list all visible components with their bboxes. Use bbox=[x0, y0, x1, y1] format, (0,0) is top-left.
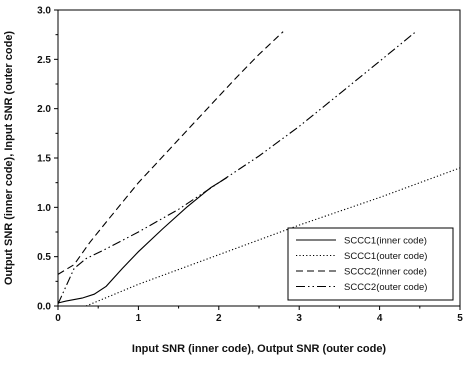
x-tick-label: 3 bbox=[296, 313, 302, 324]
series-line-3 bbox=[57, 31, 284, 275]
x-tick-label: 5 bbox=[457, 313, 463, 324]
y-tick-label: 0.0 bbox=[37, 302, 51, 313]
x-tick-label: 2 bbox=[216, 313, 222, 324]
y-tick-label: 3.0 bbox=[37, 6, 51, 17]
y-tick-label: 1.0 bbox=[37, 203, 51, 214]
y-axis-ticks: 0.0 0.5 1.0 1.5 2.0 2.5 3.0 bbox=[37, 6, 58, 313]
legend-label: SCCC1(outer code) bbox=[344, 251, 427, 262]
legend: SCCC1(inner code) SCCC1(outer code) SCCC2(… bbox=[287, 227, 454, 301]
x-tick-label: 4 bbox=[377, 313, 383, 324]
x-axis-title: Input SNR (inner code), Output SNR (oute… bbox=[132, 343, 387, 355]
y-tick-label: 1.5 bbox=[37, 154, 51, 165]
series-lines bbox=[57, 31, 461, 307]
legend-label: SCCC2(outer code) bbox=[344, 282, 427, 293]
y-tick-label: 0.5 bbox=[37, 252, 51, 263]
x-tick-label: 1 bbox=[136, 313, 142, 324]
y-axis-title: Output SNR (inner code), Input SNR (oute… bbox=[3, 31, 15, 286]
series-line-2 bbox=[85, 167, 461, 307]
y-tick-label: 2.0 bbox=[37, 104, 51, 115]
series-line-4 bbox=[57, 31, 417, 305]
legend-label: SCCC1(inner code) bbox=[344, 236, 427, 247]
y-tick-label: 2.5 bbox=[37, 55, 51, 66]
series-line-1 bbox=[57, 177, 228, 304]
x-axis-ticks: 0 1 2 3 4 5 bbox=[55, 306, 463, 324]
legend-label: SCCC2(inner code) bbox=[344, 267, 427, 278]
x-tick-label: 0 bbox=[55, 313, 61, 324]
